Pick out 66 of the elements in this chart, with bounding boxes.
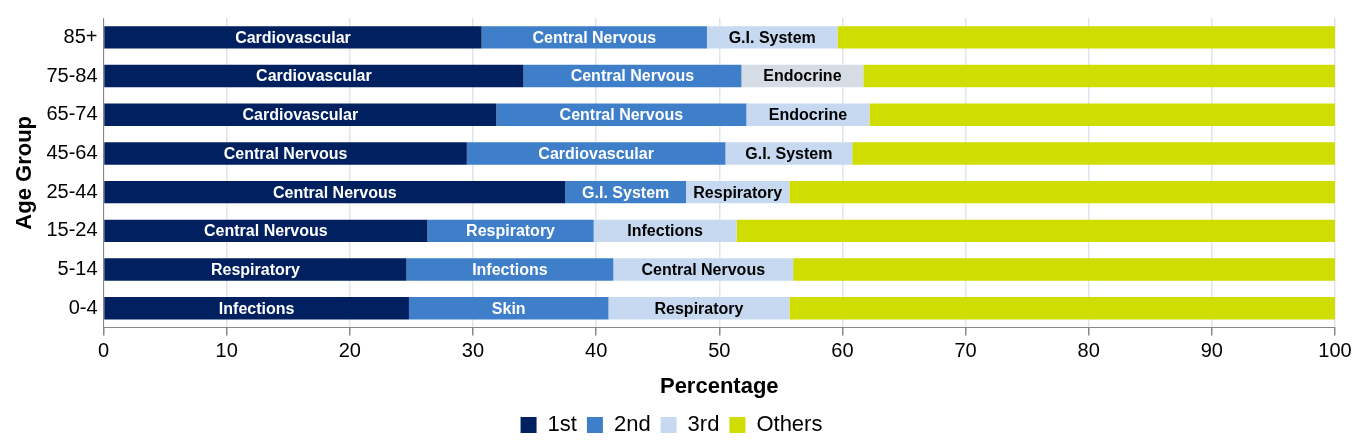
data-label: Respiratory: [693, 183, 783, 201]
y-tick-label: 45-64: [46, 140, 98, 163]
x-tick-label: 100: [1318, 339, 1352, 362]
x-tick-label: 40: [585, 339, 608, 362]
x-tick-label: 90: [1200, 339, 1223, 362]
data-label: Central Nervous: [223, 144, 348, 162]
legend-label: 3rd: [687, 411, 720, 437]
data-label: Central Nervous: [559, 106, 684, 124]
bar: [104, 180, 566, 204]
data-label: Central Nervous: [641, 260, 766, 278]
y-tick-label: 0-4: [68, 295, 98, 318]
y-axis-title: Age Group: [11, 115, 37, 230]
bar: [104, 258, 407, 281]
x-tick-label: 0: [97, 339, 110, 362]
x-tick-label: 20: [338, 339, 361, 362]
data-label: Respiratory: [466, 222, 556, 240]
bar: [863, 64, 1335, 88]
bar: [852, 142, 1335, 165]
data-label: G.I. System: [582, 183, 670, 201]
bar: [104, 64, 524, 88]
bar: [104, 297, 409, 320]
bar: [104, 142, 467, 165]
legend-label: 1st: [547, 411, 577, 437]
data-label: Cardiovascular: [242, 106, 359, 124]
data-label: Respiratory: [210, 260, 300, 278]
y-tick-label: 75-84: [46, 63, 98, 86]
bar: [789, 297, 1335, 320]
y-tick-label: 15-24: [46, 218, 98, 241]
data-label: Skin: [491, 299, 526, 317]
bar: [793, 258, 1335, 281]
legend-label: 2nd: [613, 411, 651, 437]
data-label: Central Nervous: [532, 28, 657, 46]
x-tick-label: 10: [215, 339, 238, 362]
x-tick-label: 50: [708, 339, 731, 362]
data-label: Cardiovascular: [235, 28, 351, 46]
y-tick-label: 85+: [63, 24, 98, 47]
data-label: Infections: [472, 260, 548, 278]
bar: [736, 219, 1335, 243]
data-label: Endocrine: [768, 106, 848, 124]
data-label: G.I. System: [728, 28, 816, 46]
data-label: Endocrine: [763, 67, 842, 85]
x-axis-title: Percentage: [659, 372, 779, 398]
x-tick-label: 80: [1077, 339, 1100, 362]
data-label: G.I. System: [745, 144, 833, 162]
data-label: Infections: [218, 299, 295, 317]
bar: [104, 103, 497, 126]
data-label: Respiratory: [654, 299, 744, 317]
data-label: Central Nervous: [570, 67, 695, 85]
x-tick-label: 60: [831, 339, 854, 362]
bar: [408, 297, 609, 320]
data-label: Central Nervous: [273, 183, 397, 201]
bar: [789, 180, 1335, 204]
bar: [406, 258, 614, 281]
bar: [837, 26, 1335, 49]
data-label: Cardiovascular: [256, 67, 372, 85]
data-label: Central Nervous: [204, 222, 328, 240]
x-tick-label: 70: [954, 339, 977, 362]
y-tick-label: 25-44: [46, 179, 98, 202]
legend-label: Others: [756, 411, 823, 437]
data-label: Cardiovascular: [538, 144, 654, 162]
x-tick-label: 30: [461, 339, 485, 362]
data-label: Infections: [627, 222, 703, 240]
bar: [104, 26, 482, 49]
bar: [869, 103, 1335, 126]
y-tick-label: 5-14: [57, 257, 98, 280]
y-tick-label: 65-74: [46, 102, 98, 125]
